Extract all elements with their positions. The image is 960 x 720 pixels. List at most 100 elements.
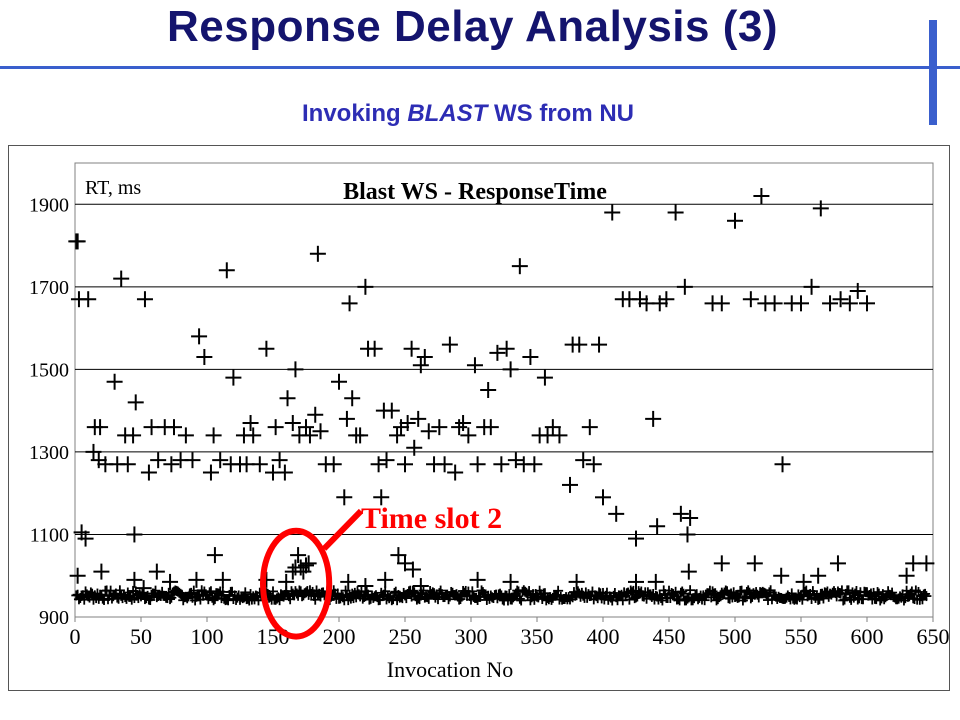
data-point [536,369,553,386]
subtitle-prefix: Invoking [301,100,408,127]
band-point [921,591,932,602]
data-point [631,291,648,308]
data-point [575,452,592,469]
data-point [191,328,208,345]
data-point [489,344,506,361]
band-point [627,587,638,598]
data-point [713,555,730,572]
data-point [803,278,820,295]
data-point [507,452,524,469]
data-point [774,456,791,473]
data-point [658,291,675,308]
band-point [514,593,525,604]
data-point [412,578,429,595]
data-point [571,336,588,353]
data-point [502,573,519,590]
data-point [679,526,696,543]
band-point [685,585,696,596]
data-point [406,439,423,456]
data-point [166,419,182,436]
data-point [713,295,730,312]
x-tick-label: 100 [191,624,224,649]
data-point [341,295,358,312]
data-point [383,402,400,419]
data-point [300,555,317,572]
data-point [126,526,143,543]
data-point [242,415,259,432]
subtitle-suffix: WS from NU [487,100,634,127]
data-point [206,547,223,564]
data-point [69,567,86,584]
data-point [651,295,668,312]
data-point [727,212,743,229]
band-point [553,585,564,596]
data-point [267,419,284,436]
y-tick-label: 1700 [29,277,69,299]
y-tick-label: 1500 [29,359,69,381]
data-point [466,357,483,374]
y-tick-label: 1900 [29,194,69,216]
data-point [412,357,429,374]
data-point [469,571,486,588]
data-point [431,419,448,436]
x-tick-label: 500 [719,624,752,649]
data-point [336,489,353,506]
x-tick-label: 0 [70,624,81,649]
data-point [93,563,110,580]
annotation-label: Time slot 2 [361,502,502,535]
data-point [795,573,812,590]
data-point [106,373,123,390]
data-point [628,573,644,590]
data-point [581,419,598,436]
band-point [687,595,698,606]
data-point [298,419,314,436]
band-point [797,594,808,605]
data-point [127,394,144,411]
data-point [420,423,437,440]
data-point [482,419,499,436]
data-point [403,340,420,357]
data-point [595,489,611,506]
data-point [271,452,288,469]
baseline-band [71,585,932,606]
data-point [493,456,510,473]
band-point [516,595,527,606]
band-point [677,586,688,597]
data-point [522,348,539,365]
data-point [307,406,324,423]
data-point [562,476,578,493]
annotation-leader-line [321,508,364,551]
data-point [162,573,179,590]
x-tick-label: 250 [389,624,422,649]
data-point [352,427,369,444]
data-point [196,348,213,365]
data-point [436,456,453,473]
data-point [126,571,143,588]
band-point [137,587,148,598]
data-point [225,369,242,386]
band-point [818,593,829,604]
data-point [680,563,697,580]
data-point [357,578,374,595]
x-tick-label: 350 [521,624,554,649]
band-point [166,592,177,603]
plot-area [74,162,934,618]
data-point [279,390,296,407]
data-point [404,561,421,578]
x-tick-label: 550 [785,624,818,649]
data-point [441,336,458,353]
data-point [338,410,355,427]
data-point [373,489,390,506]
data-point [526,456,543,473]
data-point [647,573,664,590]
data-point [502,361,519,378]
data-point [604,204,621,221]
data-point [676,278,693,295]
data-point [469,456,486,473]
title-divider [0,66,960,69]
x-tick-labels: 0 50 100 150 200 250 300 350 400 450 500 550 600 650 [70,617,950,649]
data-point [284,415,301,432]
data-point [366,340,383,357]
x-tick-label: 650 [917,624,950,649]
